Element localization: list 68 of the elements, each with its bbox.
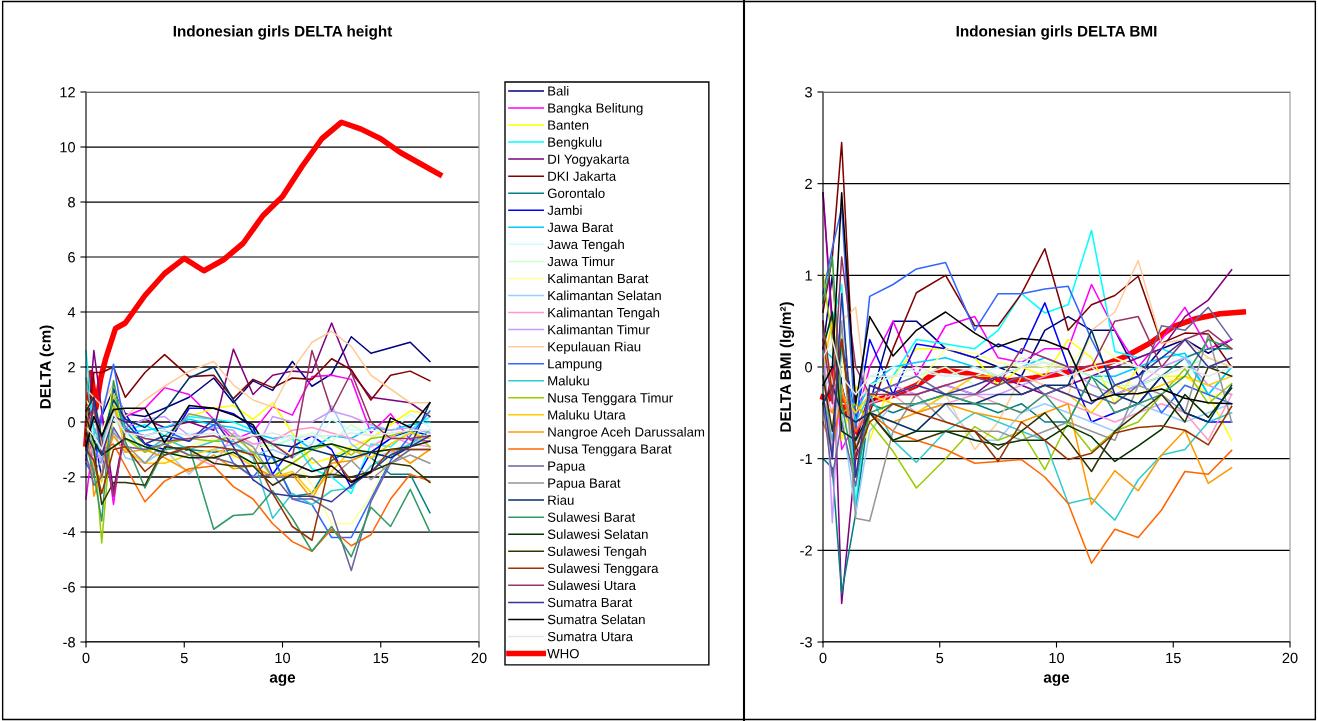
legend-label: Kalimantan Barat [548,273,649,284]
legend-label: Sulawesi Barat [547,512,636,522]
y-tick-label: 0 [68,417,76,428]
y-tick-label: 8 [68,197,75,208]
legend-label: Maluku [548,375,589,386]
y-tick-label: 2 [68,362,75,373]
legend-label: Papua Barat [548,478,621,491]
y-tick-label: 10 [60,142,76,153]
legend-label: Lampung [548,359,602,372]
x-tick-label: 0 [819,652,827,664]
x-tick-label: 10 [1049,652,1065,664]
legend-label: Bangka Belitung [548,103,643,116]
legend-label: Sulawesi Tengah [547,546,646,559]
y-tick-label: -2 [63,472,75,483]
legend-label: Papua [548,461,586,474]
legend-label: DKI Jakarta [548,171,617,181]
legend-label: Kepulauan Riau [548,341,641,354]
legend-label: Maluku Utara [548,409,626,420]
y-tick-label: 12 [60,87,75,98]
legend-label: WHO [547,648,579,659]
legend-label: Nusa Tenggara Timur [548,392,673,406]
x-tick-label: 15 [1166,652,1181,664]
legend-label: Kalimantan Timur [548,324,650,335]
x-tick-label: 5 [180,652,188,664]
legend-label: Sulawesi Tenggara [547,563,659,576]
chart-title: Indonesian girls DELTA height [173,25,393,40]
legend-label: Sulawesi Selatan [547,529,648,539]
legend-label: DI Yogyakarta [548,154,630,167]
y-tick-label: -4 [63,527,76,538]
y-tick-label: -1 [800,453,812,464]
x-tick-label: 5 [936,652,944,664]
y-tick-label: -3 [800,637,812,648]
chart-title: Indonesian girls DELTA BMI [956,25,1157,40]
legend-label: Bengkulu [548,137,602,150]
x-tick-label: 20 [1282,652,1298,664]
legend-label: Nusa Tenggara Barat [548,444,672,457]
legend-label: Kalimantan Selatan [548,290,661,301]
x-tick-label: 20 [471,652,487,664]
legend-label: Bali [548,85,569,96]
legend-label: Riau [548,495,574,505]
legend-label: Jawa Tengah [547,239,624,252]
y-tick-label: 4 [67,307,76,318]
y-tick-label: 1 [805,270,812,281]
legend-label: Banten [548,120,589,130]
x-axis-title: age [1043,674,1070,686]
x-tick-label: 15 [373,652,389,664]
legend-label: Sulawesi Utara [547,580,636,591]
y-tick-label: -8 [63,637,75,648]
legend-label: Jambi [547,205,582,215]
legend-label: Nangroe Aceh Darussalam [548,426,705,440]
y-tick-label: 6 [68,252,75,263]
y-tick-label: 2 [805,178,812,189]
x-axis-title: age [269,674,296,686]
legend-label: Kalimantan Tengah [548,307,660,320]
legend-label: Gorontalo [547,188,605,198]
y-tick-label: -2 [800,545,812,556]
legend-label: Sumatra Utara [547,631,634,642]
legend-label: Sumatra Barat [547,597,633,608]
y-tick-label: -6 [63,582,75,593]
y-axis-title: DELTA (cm) [39,325,54,409]
legend-label: Jawa Timur [547,256,615,267]
x-tick-label: 0 [82,652,90,664]
y-tick-label: 3 [805,87,812,98]
y-tick-label: 0 [805,362,813,373]
x-tick-label: 10 [275,652,291,664]
legend-label: Sumatra Selatan [547,614,645,625]
legend-label: Jawa Barat [547,222,614,233]
y-axis-title: DELTA BMI (lg/m²) [779,302,795,432]
